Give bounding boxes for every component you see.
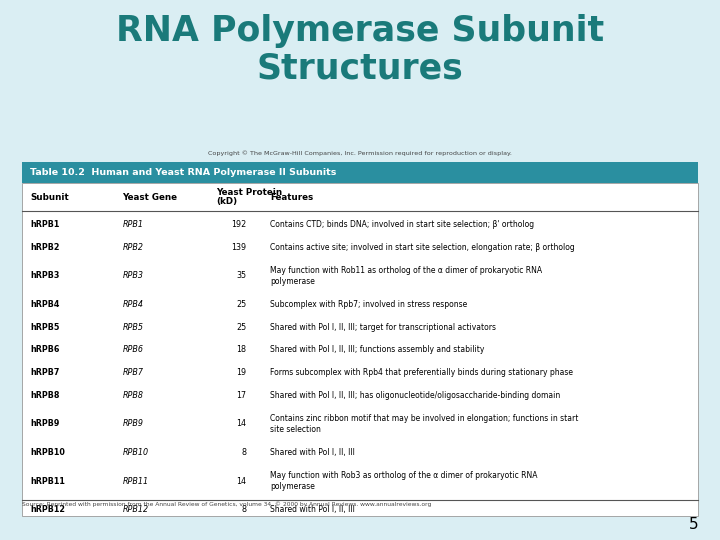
Text: 8: 8 (241, 505, 246, 514)
Text: hRPB9: hRPB9 (30, 420, 60, 428)
Text: Source: Reprinted with permission from the Annual Review of Genetics, volume 34,: Source: Reprinted with permission from t… (22, 501, 431, 507)
Text: RPB5: RPB5 (122, 323, 143, 332)
Text: hRPB5: hRPB5 (30, 323, 60, 332)
Text: 14: 14 (236, 477, 246, 485)
Text: hRPB2: hRPB2 (30, 243, 60, 252)
Text: 14: 14 (236, 420, 246, 428)
Text: hRPB10: hRPB10 (30, 448, 65, 457)
Text: 35: 35 (236, 272, 246, 280)
Text: RPB6: RPB6 (122, 346, 143, 354)
Text: RNA Polymerase Subunit
Structures: RNA Polymerase Subunit Structures (116, 14, 604, 85)
Text: hRPB4: hRPB4 (30, 300, 60, 309)
Text: RPB2: RPB2 (122, 243, 143, 252)
Text: 17: 17 (236, 391, 246, 400)
Text: RPB10: RPB10 (122, 448, 148, 457)
Text: Contains active site; involved in start site selection, elongation rate; β ortho: Contains active site; involved in start … (270, 243, 575, 252)
Text: RPB9: RPB9 (122, 420, 143, 428)
FancyBboxPatch shape (22, 183, 698, 516)
Text: 5: 5 (689, 517, 698, 532)
Text: 8: 8 (241, 448, 246, 457)
FancyBboxPatch shape (22, 162, 698, 183)
Text: 192: 192 (231, 220, 246, 229)
Text: hRPB12: hRPB12 (30, 505, 66, 514)
Text: hRPB8: hRPB8 (30, 391, 60, 400)
Text: 25: 25 (236, 323, 246, 332)
Text: Shared with Pol I, II, III; target for transcriptional activators: Shared with Pol I, II, III; target for t… (270, 323, 496, 332)
Text: 139: 139 (231, 243, 246, 252)
Text: Copyright © The McGraw-Hill Companies, Inc. Permission required for reproduction: Copyright © The McGraw-Hill Companies, I… (208, 150, 512, 156)
Text: Shared with Pol I, II, III: Shared with Pol I, II, III (270, 448, 355, 457)
Text: May function with Rob11 as ortholog of the α dimer of prokaryotic RNA
polymerase: May function with Rob11 as ortholog of t… (270, 266, 542, 286)
Text: Shared with Pol I, II, III; functions assembly and stability: Shared with Pol I, II, III; functions as… (270, 346, 485, 354)
Text: RPB1: RPB1 (122, 220, 143, 229)
Text: Subcomplex with Rpb7; involved in stress response: Subcomplex with Rpb7; involved in stress… (270, 300, 467, 309)
Text: hRPB3: hRPB3 (30, 272, 60, 280)
Text: RPB7: RPB7 (122, 368, 143, 377)
Text: hRPB1: hRPB1 (30, 220, 60, 229)
Text: hRPB6: hRPB6 (30, 346, 60, 354)
Text: Shared with Pol I, II, III: Shared with Pol I, II, III (270, 505, 355, 514)
Text: RPB11: RPB11 (122, 477, 148, 485)
Text: RPB3: RPB3 (122, 272, 143, 280)
Text: Forms subcomplex with Rpb4 that preferentially binds during stationary phase: Forms subcomplex with Rpb4 that preferen… (270, 368, 573, 377)
Text: hRPB7: hRPB7 (30, 368, 60, 377)
Text: RPB4: RPB4 (122, 300, 143, 309)
Text: Features: Features (270, 193, 313, 202)
Text: May function with Rob3 as ortholog of the α dimer of prokaryotic RNA
polymerase: May function with Rob3 as ortholog of th… (270, 471, 538, 491)
Text: Contains CTD; binds DNA; involved in start site selection; β' ortholog: Contains CTD; binds DNA; involved in sta… (270, 220, 534, 229)
Text: 25: 25 (236, 300, 246, 309)
Text: RPB8: RPB8 (122, 391, 143, 400)
Text: Contains zinc ribbon motif that may be involved in elongation; functions in star: Contains zinc ribbon motif that may be i… (270, 414, 578, 434)
Text: Table 10.2  Human and Yeast RNA Polymerase II Subunits: Table 10.2 Human and Yeast RNA Polymeras… (30, 168, 337, 177)
Text: Subunit: Subunit (30, 193, 69, 202)
Text: RPB12: RPB12 (122, 505, 148, 514)
Text: Shared with Pol I, II, III; has oligonucleotide/oligosaccharide-binding domain: Shared with Pol I, II, III; has oligonuc… (270, 391, 560, 400)
Text: hRPB11: hRPB11 (30, 477, 65, 485)
Text: Yeast Gene: Yeast Gene (122, 193, 177, 202)
Text: 19: 19 (236, 368, 246, 377)
Text: (kD): (kD) (216, 198, 237, 206)
Text: Yeast Protein: Yeast Protein (216, 188, 282, 197)
Text: 18: 18 (236, 346, 246, 354)
